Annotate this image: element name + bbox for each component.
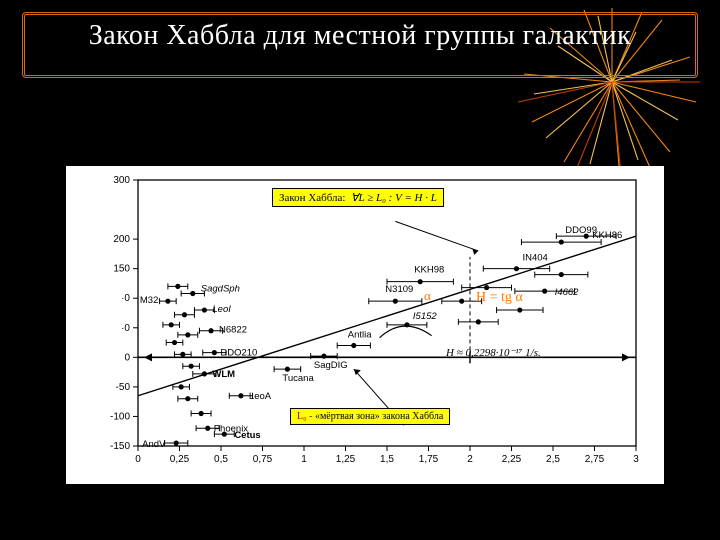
svg-text:-100: -100: [110, 411, 130, 422]
svg-text:-50: -50: [116, 382, 131, 393]
svg-text:·0: ·0: [121, 323, 130, 334]
svg-text:0: 0: [135, 454, 141, 465]
callout-dead-zone: L₀ - «мёртвая зона» закона Хаббла: [290, 408, 450, 425]
svg-text:300: 300: [113, 175, 130, 186]
svg-text:2: 2: [467, 454, 473, 465]
svg-text:150: 150: [113, 264, 130, 275]
svg-text:0: 0: [124, 352, 130, 363]
svg-text:LeoI: LeoI: [212, 304, 231, 315]
svg-text:KKH98: KKH98: [414, 265, 444, 276]
svg-text:AndV: AndV: [142, 439, 166, 450]
svg-text:0,25: 0,25: [170, 454, 190, 465]
chart-area: 0 0,25 0,5 0,75 1 1,25 1,5 1,75 2 2,25 2,5 2,75 3 -15…: [66, 166, 664, 484]
svg-text:SagDIG: SagDIG: [314, 360, 348, 371]
svg-text:0,5: 0,5: [214, 454, 228, 465]
slide: Закон Хаббла для местной группы галактик…: [0, 0, 720, 540]
scatter-plot: 0 0,25 0,5 0,75 1 1,25 1,5 1,75 2 2,25 2,5 2,75 3 -15…: [66, 166, 664, 484]
svg-text:2,5: 2,5: [546, 454, 560, 465]
alpha-symbol: α: [424, 288, 431, 304]
svg-text:I5152: I5152: [413, 311, 437, 322]
slide-title: Закон Хаббла для местной группы галактик: [0, 20, 720, 52]
svg-text:0,75: 0,75: [253, 454, 273, 465]
svg-text:200: 200: [113, 234, 130, 245]
svg-text:2,75: 2,75: [585, 454, 605, 465]
svg-text:1: 1: [301, 454, 307, 465]
callout-hubble-law: Закон Хаббла: ∀L ≥ L₀ : V = H · L: [272, 188, 444, 207]
svg-text:WLM: WLM: [212, 369, 235, 380]
svg-text:DDO210: DDO210: [220, 348, 257, 359]
svg-text:N6822: N6822: [219, 325, 247, 336]
svg-text:3: 3: [633, 454, 639, 465]
svg-text:Tucana: Tucana: [282, 373, 314, 384]
svg-text:1,5: 1,5: [380, 454, 394, 465]
svg-text:KKH86: KKH86: [592, 230, 622, 241]
svg-text:I4662: I4662: [555, 287, 579, 298]
svg-text:SagdSph: SagdSph: [201, 283, 240, 294]
svg-text:M32: M32: [140, 295, 158, 306]
h-tangent-label: H = tg α: [476, 290, 523, 306]
svg-text:LeoA: LeoA: [249, 391, 272, 402]
svg-text:N3109: N3109: [385, 284, 413, 295]
svg-text:1,75: 1,75: [419, 454, 439, 465]
svg-text:Antlia: Antlia: [348, 330, 372, 341]
svg-text:2,25: 2,25: [502, 454, 522, 465]
svg-text:1,25: 1,25: [336, 454, 356, 465]
svg-text:Cetus: Cetus: [234, 430, 260, 441]
svg-text:IN404: IN404: [522, 253, 547, 264]
h-value-formula: H ≈ 0,2298·10⁻¹⁷ 1/s.: [446, 346, 541, 359]
svg-text:-150: -150: [110, 441, 130, 452]
svg-text:·0: ·0: [121, 293, 130, 304]
